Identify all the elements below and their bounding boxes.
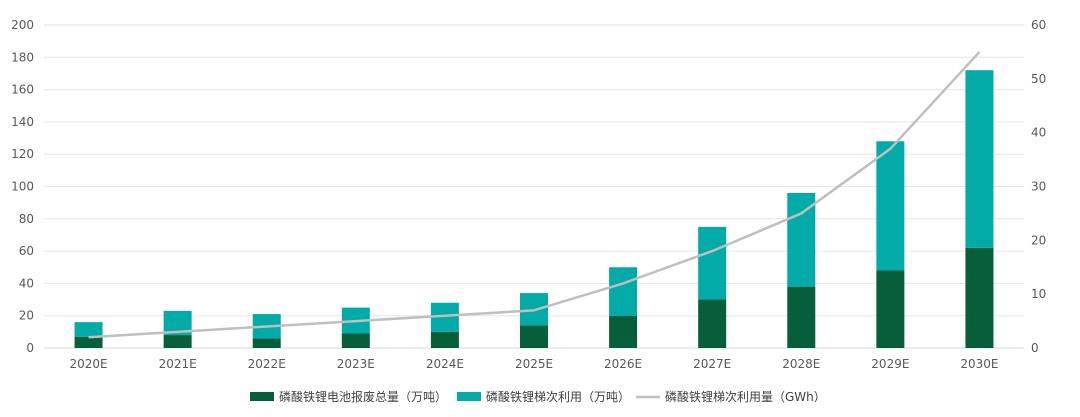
bar-segment-scrapped-total xyxy=(252,338,281,348)
legend-swatch-0 xyxy=(250,392,274,401)
y-right-tick-label: 60 xyxy=(1031,18,1046,32)
bar-segment-scrapped-total xyxy=(341,333,370,348)
y-left-tick-label: 180 xyxy=(11,50,34,64)
y-left-tick-label: 80 xyxy=(19,212,34,226)
legend-label-2: 磷酸铁锂梯次利用量（GWh） xyxy=(665,389,826,404)
x-tick-label: 2026E xyxy=(604,357,642,371)
y-right-tick-label: 40 xyxy=(1031,126,1046,140)
bar-segment-echelon-utilization xyxy=(965,70,994,248)
bar-segment-scrapped-total xyxy=(74,336,103,348)
legend-label-1: 磷酸铁锂梯次利用（万吨） xyxy=(486,389,630,404)
x-tick-label: 2025E xyxy=(515,357,553,371)
y-right-tick-label: 30 xyxy=(1031,180,1046,194)
x-tick-label: 2024E xyxy=(426,357,464,371)
y-left-tick-label: 60 xyxy=(19,244,34,258)
x-tick-label: 2020E xyxy=(69,357,107,371)
bar-segment-scrapped-total xyxy=(163,335,192,348)
bar-segment-echelon-utilization xyxy=(787,192,816,287)
legend: 磷酸铁锂电池报废总量（万吨） 磷酸铁锂梯次利用（万吨） 磷酸铁锂梯次利用量（GWh） xyxy=(250,389,826,404)
bar-segment-scrapped-total xyxy=(520,325,548,348)
y-left-tick-label: 100 xyxy=(11,180,34,194)
legend-label-0: 磷酸铁锂电池报废总量（万吨） xyxy=(279,389,447,404)
x-tick-label: 2030E xyxy=(960,357,998,371)
bar-segment-scrapped-total xyxy=(965,247,994,348)
bar-segment-scrapped-total xyxy=(876,270,905,348)
line-series xyxy=(88,51,981,339)
gridlines xyxy=(44,24,1024,349)
y-right-tick-label: 50 xyxy=(1031,72,1046,86)
y-left-tick-label: 20 xyxy=(19,309,34,323)
y-left-tick-label: 40 xyxy=(19,276,34,290)
series-line-gwh xyxy=(88,51,981,339)
y-right-tick-label: 0 xyxy=(1031,341,1039,355)
y-left-tick-label: 120 xyxy=(11,147,34,161)
axes: 0 20 40 60 80 100 120 140 160 180 200 0 10 20 30 40 50 60… xyxy=(11,18,1046,371)
y-left-tick-label: 200 xyxy=(11,18,34,32)
y-left-tick-label: 160 xyxy=(11,83,34,97)
x-tick-label: 2022E xyxy=(248,357,286,371)
x-tick-label: 2029E xyxy=(871,357,909,371)
bar-segment-scrapped-total xyxy=(698,299,727,348)
bar-segment-scrapped-total xyxy=(787,286,816,348)
y-right-tick-label: 20 xyxy=(1031,233,1046,247)
bar-segment-echelon-utilization xyxy=(876,141,905,271)
bar-segment-echelon-utilization xyxy=(698,226,727,300)
bar-segment-scrapped-total xyxy=(609,315,638,348)
bars xyxy=(74,70,994,348)
y-left-tick-label: 0 xyxy=(26,341,34,355)
y-right-tick-label: 10 xyxy=(1031,287,1046,301)
x-tick-label: 2028E xyxy=(782,357,820,371)
bar-segment-scrapped-total xyxy=(430,331,459,348)
bar-segment-echelon-utilization xyxy=(609,267,638,316)
x-tick-label: 2021E xyxy=(159,357,197,371)
y-left-tick-label: 140 xyxy=(11,115,34,129)
bar-segment-echelon-utilization xyxy=(74,322,103,337)
x-tick-label: 2027E xyxy=(693,357,731,371)
legend-swatch-1 xyxy=(457,392,481,401)
x-tick-label: 2023E xyxy=(337,357,375,371)
